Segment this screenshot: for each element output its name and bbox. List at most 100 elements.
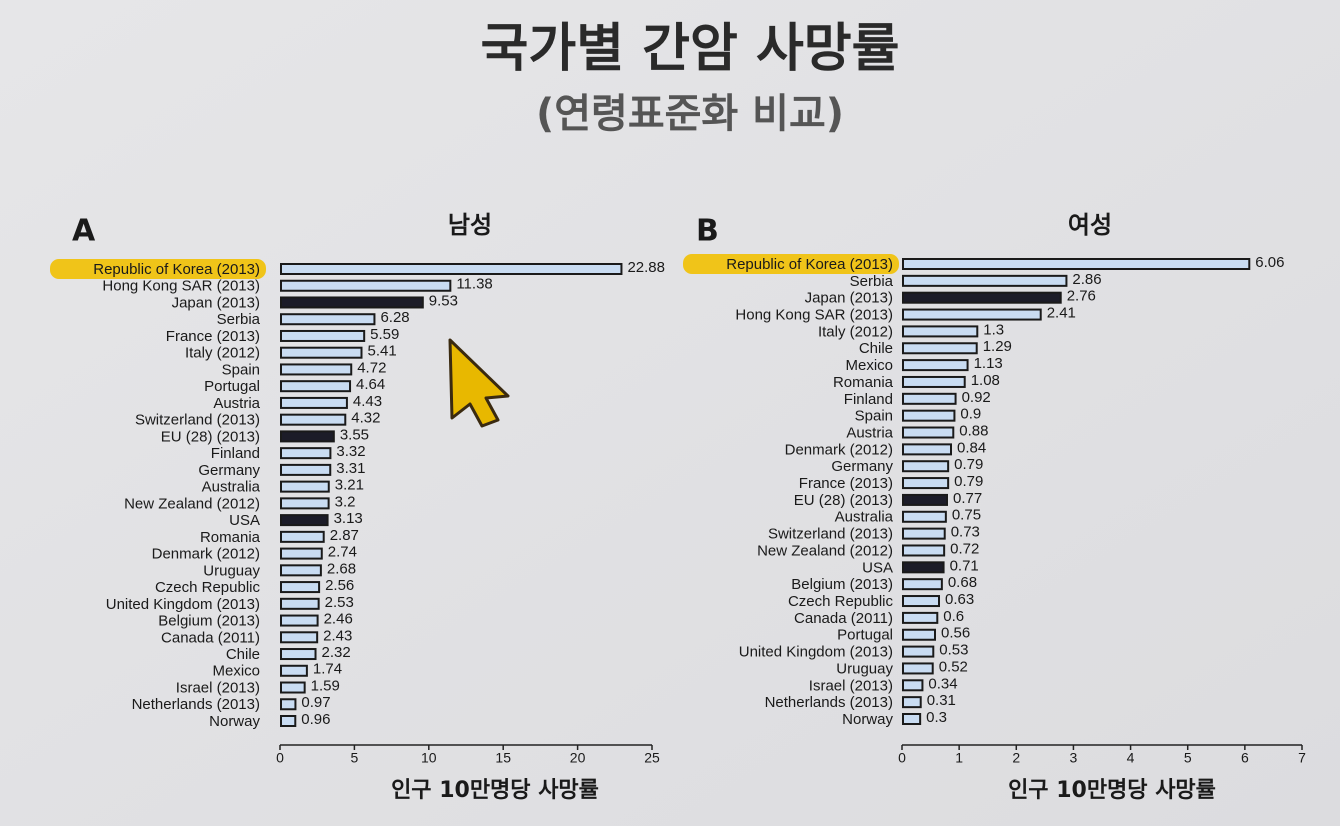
value-label: 0.31 [927, 692, 956, 709]
value-label: 0.56 [941, 625, 970, 642]
bar [902, 611, 939, 624]
category-label: Canada (2011) [794, 610, 893, 627]
bar [280, 463, 332, 476]
bar [902, 493, 948, 506]
value-label: 3.31 [336, 460, 365, 477]
category-label: Belgium (2013) [791, 576, 893, 593]
bar [280, 396, 348, 409]
value-label: 0.71 [950, 557, 979, 574]
bar [280, 296, 424, 309]
bar [902, 443, 952, 456]
bar [902, 527, 946, 540]
category-label: Austria [213, 395, 260, 412]
value-label: 0.84 [957, 439, 986, 456]
value-label: 3.13 [334, 510, 363, 527]
value-label: 4.64 [356, 376, 385, 393]
bar [902, 679, 924, 692]
bar [902, 359, 969, 372]
x-tick-label: 0 [276, 750, 284, 766]
category-label: Czech Republic [788, 593, 894, 610]
value-label: 9.53 [429, 292, 458, 309]
bar [280, 530, 325, 543]
bar [902, 409, 956, 422]
category-label: Romania [833, 374, 894, 391]
category-label: Israel (2013) [809, 677, 893, 694]
bar [280, 497, 330, 510]
value-label: 4.32 [351, 410, 380, 427]
bar [280, 447, 332, 460]
category-label: Hong Kong SAR (2013) [735, 307, 893, 324]
category-label: Chile [226, 646, 260, 663]
value-label: 3.2 [335, 493, 356, 510]
chart-title: 남성 [448, 211, 492, 239]
category-label: Norway [209, 713, 260, 730]
value-label: 1.74 [313, 661, 342, 678]
bar [902, 713, 922, 725]
value-label: 2.68 [327, 560, 356, 577]
category-label: Finland [844, 391, 893, 408]
category-label: Denmark (2012) [785, 441, 893, 458]
bar [280, 614, 319, 627]
category-label: Uruguay [203, 562, 260, 579]
category-label: Spain [855, 408, 893, 425]
category-label: Serbia [850, 273, 894, 290]
category-label: Germany [831, 458, 893, 475]
bar [280, 597, 320, 610]
category-label: Italy (2012) [818, 323, 893, 340]
value-label: 6.06 [1255, 254, 1284, 271]
x-tick-label: 20 [570, 750, 586, 766]
bar [902, 477, 950, 490]
x-axis-label: 인구 10만명당 사망률 [391, 778, 599, 803]
bar [902, 696, 922, 709]
category-label: Romania [200, 529, 261, 546]
category-label: Japan (2013) [172, 294, 260, 311]
value-label: 2.32 [322, 644, 351, 661]
bar [280, 480, 330, 493]
bar [280, 715, 297, 727]
bar [280, 313, 376, 326]
value-label: 0.96 [301, 711, 330, 728]
x-tick-label: 3 [1070, 750, 1078, 766]
category-label: USA [862, 559, 893, 576]
bar [280, 380, 352, 393]
x-tick-label: 5 [351, 750, 359, 766]
bar [902, 426, 955, 439]
bar [280, 547, 323, 560]
title: 국가별 간암 사망률 [481, 19, 900, 79]
category-label: EU (28) (2013) [794, 492, 893, 509]
value-label: 5.41 [368, 343, 397, 360]
category-label: Australia [202, 479, 261, 496]
subtitle: (연령표준화 비교) [536, 91, 844, 137]
bar [280, 430, 335, 443]
category-label: Finland [211, 445, 260, 462]
label-highlight [683, 254, 899, 274]
category-label: Czech Republic [155, 579, 261, 596]
value-label: 2.43 [323, 627, 352, 644]
bar [902, 274, 1068, 287]
x-tick-label: 7 [1298, 750, 1306, 766]
category-label: USA [229, 512, 260, 529]
category-label: United Kingdom (2013) [739, 644, 893, 661]
value-label: 1.08 [971, 372, 1000, 389]
category-label: Mexico [845, 357, 893, 374]
category-label: Belgium (2013) [158, 613, 260, 630]
category-label: Republic of Korea (2013) [726, 256, 893, 273]
category-label: Austria [846, 424, 893, 441]
bar [280, 664, 308, 677]
category-label: Netherlands (2013) [765, 694, 893, 711]
value-label: 0.52 [939, 658, 968, 675]
value-label: 3.21 [335, 477, 364, 494]
value-label: 1.3 [983, 321, 1004, 338]
x-axis-label: 인구 10만명당 사망률 [1008, 778, 1216, 803]
category-label: Australia [835, 509, 894, 526]
chart-title: 여성 [1068, 211, 1112, 239]
value-label: 0.72 [950, 540, 979, 557]
category-label: Switzerland (2013) [135, 412, 260, 429]
category-label: Netherlands (2013) [132, 696, 260, 713]
bar [902, 662, 934, 675]
x-tick-label: 25 [644, 750, 660, 766]
value-label: 11.38 [456, 276, 492, 293]
bar [902, 460, 950, 473]
bar [280, 346, 363, 359]
